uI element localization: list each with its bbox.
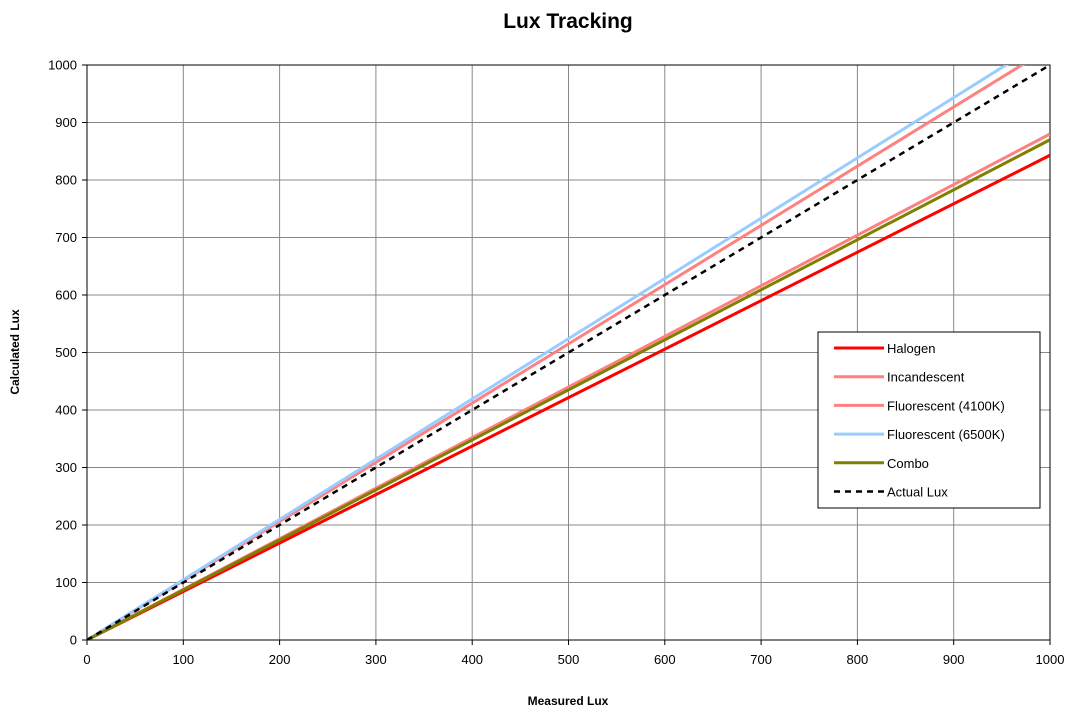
y-axis-ticks: 0 100 200 300 400 500 600 700 800 900 1000 [48, 58, 87, 648]
legend-label: Halogen [887, 341, 935, 356]
y-tick-label: 1000 [48, 58, 77, 73]
y-tick-label: 600 [55, 288, 77, 303]
x-tick-label: 300 [365, 652, 387, 667]
x-tick-label: 900 [943, 652, 965, 667]
y-tick-label: 100 [55, 575, 77, 590]
x-tick-label: 500 [558, 652, 580, 667]
legend: Halogen Incandescent Fluorescent (4100K) Fl… [817, 331, 1041, 509]
y-tick-label: 200 [55, 518, 77, 533]
x-tick-label: 800 [847, 652, 869, 667]
series-lines [87, 65, 1050, 640]
legend-label: Incandescent [887, 370, 965, 385]
x-axis-ticks: 0 100 200 300 400 500 600 700 800 900 1000 [83, 640, 1064, 667]
x-tick-label: 700 [750, 652, 772, 667]
legend-label: Fluorescent (6500K) [887, 427, 1005, 442]
x-tick-label: 1000 [1036, 652, 1065, 667]
series-line-fluorescent-6500k [87, 65, 1009, 640]
x-tick-label: 0 [83, 652, 90, 667]
legend-box [817, 331, 1041, 509]
y-axis-label: Calculated Lux [8, 309, 22, 395]
legend-label: Combo [887, 456, 929, 471]
y-tick-label: 400 [55, 403, 77, 418]
x-tick-label: 600 [654, 652, 676, 667]
series-line-combo [87, 138, 1050, 640]
legend-label: Actual Lux [887, 485, 948, 500]
series-line-halogen [87, 153, 1050, 640]
x-tick-label: 100 [172, 652, 194, 667]
chart-title: Lux Tracking [503, 10, 633, 33]
y-tick-label: 800 [55, 173, 77, 188]
y-tick-label: 300 [55, 460, 77, 475]
y-tick-label: 900 [55, 115, 77, 130]
x-tick-label: 200 [269, 652, 291, 667]
x-tick-label: 400 [461, 652, 483, 667]
y-tick-label: 0 [70, 633, 77, 648]
y-tick-label: 500 [55, 345, 77, 360]
legend-label: Fluorescent (4100K) [887, 398, 1005, 413]
y-tick-label: 700 [55, 230, 77, 245]
x-axis-label: Measured Lux [528, 694, 609, 708]
